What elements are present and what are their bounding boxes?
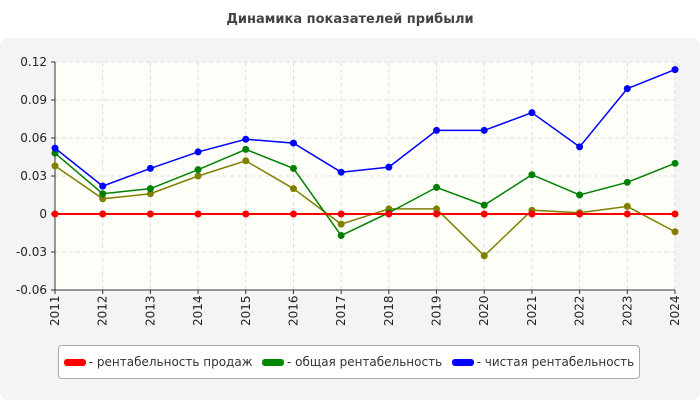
data-point <box>242 135 250 143</box>
y-tick-label: -0.06 <box>16 283 47 297</box>
x-tick-label: 2018 <box>382 295 396 326</box>
data-point <box>194 172 202 180</box>
data-point <box>480 252 488 260</box>
data-point <box>433 126 441 134</box>
data-point <box>337 220 345 228</box>
data-point <box>528 171 536 179</box>
data-point <box>433 210 441 218</box>
legend-label: - общая рентабельность <box>287 355 443 369</box>
data-point <box>385 210 393 218</box>
data-point <box>480 210 488 218</box>
data-point <box>433 205 441 213</box>
data-point <box>623 210 631 218</box>
y-tick-label: 0.03 <box>20 169 47 183</box>
data-point <box>51 210 59 218</box>
data-point <box>99 210 107 218</box>
x-tick-label: 2014 <box>191 295 205 326</box>
data-point <box>242 145 250 153</box>
x-tick-label: 2015 <box>239 295 253 326</box>
data-point <box>528 210 536 218</box>
data-point <box>289 139 297 147</box>
legend-swatch <box>262 358 285 366</box>
data-point <box>671 66 679 74</box>
data-point <box>99 182 107 190</box>
data-point <box>671 228 679 236</box>
legend-swatch <box>451 358 474 366</box>
data-point <box>671 159 679 167</box>
data-point <box>623 202 631 210</box>
data-point <box>242 210 250 218</box>
data-point <box>51 149 59 157</box>
x-tick-label: 2019 <box>430 295 444 326</box>
data-point <box>289 185 297 193</box>
data-point <box>146 164 154 172</box>
y-tick-label: 0.06 <box>20 131 47 145</box>
x-tick-label: 2022 <box>573 295 587 326</box>
series-line <box>54 148 676 237</box>
data-point <box>623 85 631 93</box>
legend: - рентабельность продаж - общая рентабел… <box>58 345 640 379</box>
x-tick-label: 2013 <box>143 295 157 326</box>
data-point <box>576 191 584 199</box>
data-point <box>337 232 345 240</box>
legend-item[interactable]: - рентабельность продаж <box>63 355 253 369</box>
data-point <box>194 210 202 218</box>
legend-label: - чистая рентабельность <box>476 355 635 369</box>
x-tick-label: 2017 <box>334 295 348 326</box>
data-point <box>99 195 107 203</box>
data-point <box>146 190 154 198</box>
chart-title: Динамика показателей прибыли <box>226 12 474 27</box>
data-point <box>623 178 631 186</box>
data-point <box>480 201 488 209</box>
data-point <box>289 210 297 218</box>
data-point <box>385 163 393 171</box>
x-tick-label: 2021 <box>525 295 539 326</box>
legend-item[interactable]: - общая рентабельность <box>262 355 442 369</box>
data-point <box>480 126 488 134</box>
x-tick-label: 2024 <box>668 295 682 326</box>
legend-item[interactable]: - чистая рентабельность <box>451 355 635 369</box>
series-line <box>54 159 676 257</box>
x-tick-label: 2023 <box>620 295 634 326</box>
series-line <box>54 68 676 187</box>
legend-label: - рентабельность продаж <box>88 355 253 369</box>
data-point <box>146 210 154 218</box>
x-tick-label: 2011 <box>48 295 62 326</box>
data-point <box>194 166 202 174</box>
data-point <box>576 210 584 218</box>
data-point <box>51 144 59 152</box>
y-tick-label: 0.12 <box>20 55 47 69</box>
y-tick-label: 0.09 <box>20 93 47 107</box>
data-point <box>528 109 536 117</box>
data-point <box>337 168 345 176</box>
y-tick-label: -0.03 <box>16 245 47 259</box>
data-point <box>146 185 154 193</box>
x-tick-label: 2016 <box>286 295 300 326</box>
x-tick-label: 2012 <box>96 295 110 326</box>
x-tick-label: 2020 <box>477 295 491 326</box>
data-point <box>99 190 107 198</box>
data-point <box>576 143 584 151</box>
data-point <box>289 164 297 172</box>
data-point <box>671 210 679 218</box>
data-point <box>194 148 202 156</box>
data-point <box>242 157 250 165</box>
data-point <box>337 210 345 218</box>
legend-swatch <box>63 358 86 366</box>
data-point <box>433 183 441 191</box>
y-tick-label: 0 <box>39 207 47 221</box>
data-point <box>51 162 59 170</box>
